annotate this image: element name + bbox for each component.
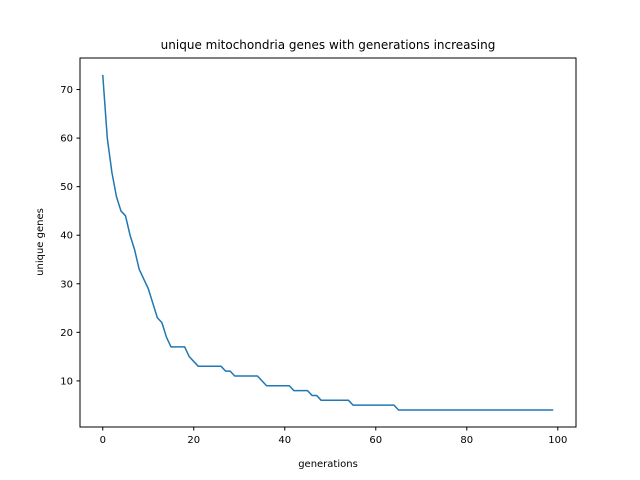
x-tick-label: 20 (187, 435, 200, 446)
chart-title: unique mitochondria genes with generatio… (161, 38, 496, 52)
series-line (102, 74, 554, 411)
y-tick-label: 60 (60, 134, 73, 145)
y-tick-label: 70 (60, 85, 73, 96)
x-tick-label: 60 (369, 435, 382, 446)
y-tick-label: 20 (60, 328, 73, 339)
plot-frame (79, 57, 577, 428)
y-tick-label: 30 (60, 279, 73, 290)
x-tick-label: 0 (100, 435, 106, 446)
y-tick-label: 50 (60, 182, 73, 193)
x-tick-label: 40 (278, 435, 291, 446)
series-layer (102, 74, 554, 411)
y-tick-label: 10 (60, 376, 73, 387)
x-axis: 0 20 40 60 80 100 (100, 427, 567, 446)
x-tick-label: 80 (460, 435, 473, 446)
y-tick-label: 40 (60, 231, 73, 242)
x-axis-label: generations (298, 459, 358, 470)
y-axis-label: unique genes (35, 208, 46, 276)
x-tick-label: 100 (548, 435, 567, 446)
y-axis: 10 20 30 40 50 60 70 (60, 85, 80, 387)
